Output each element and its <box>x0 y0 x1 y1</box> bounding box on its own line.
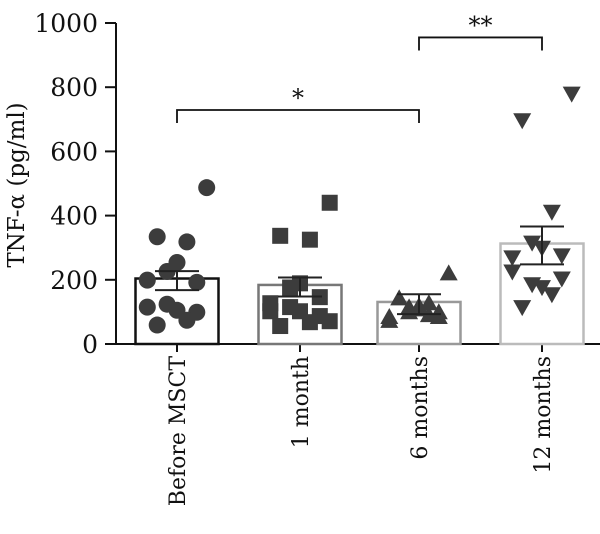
data-point <box>542 204 561 221</box>
y-tick-label: 200 <box>50 266 98 295</box>
x-tick-label: 12 months <box>531 356 556 474</box>
data-point <box>178 311 196 329</box>
data-point <box>552 271 571 288</box>
data-point <box>542 287 561 304</box>
data-point <box>301 231 318 248</box>
data-point <box>148 228 166 246</box>
significance-label: ** <box>469 11 493 39</box>
data-point <box>552 248 571 265</box>
significance-bracket <box>176 109 420 123</box>
data-point <box>513 300 532 317</box>
significance-label: * <box>292 84 304 112</box>
y-tick-label: 0 <box>82 330 98 359</box>
data-point <box>321 194 338 211</box>
data-point <box>419 294 438 311</box>
y-axis-label: TNF-α (pg/ml) <box>4 102 30 267</box>
data-point <box>562 86 581 103</box>
data-point <box>282 279 299 296</box>
data-point <box>439 264 458 281</box>
data-point <box>380 311 399 328</box>
data-point <box>272 318 289 335</box>
data-point <box>513 113 532 130</box>
data-point <box>321 313 338 330</box>
x-tick-label: 6 months <box>408 356 433 460</box>
x-tick-label: 1 month <box>289 356 314 448</box>
data-point <box>533 280 551 297</box>
data-point <box>138 298 156 316</box>
significance-bracket <box>418 36 543 51</box>
data-point <box>272 227 289 244</box>
data-point <box>523 235 542 252</box>
data-point <box>390 289 409 306</box>
data-point <box>262 303 279 320</box>
data-point <box>188 273 206 291</box>
data-point <box>178 233 196 251</box>
data-point <box>138 271 156 289</box>
x-tick-label: Before MSCT <box>166 356 191 507</box>
y-tick-label: 400 <box>50 202 98 231</box>
data-point <box>198 179 216 197</box>
y-tick-label: 600 <box>50 137 98 166</box>
data-point <box>148 316 166 334</box>
data-point <box>503 264 522 281</box>
data-point <box>503 250 522 267</box>
data-point <box>301 314 318 331</box>
y-tick-label: 1000 <box>34 9 98 38</box>
y-tick-label: 800 <box>50 73 98 102</box>
